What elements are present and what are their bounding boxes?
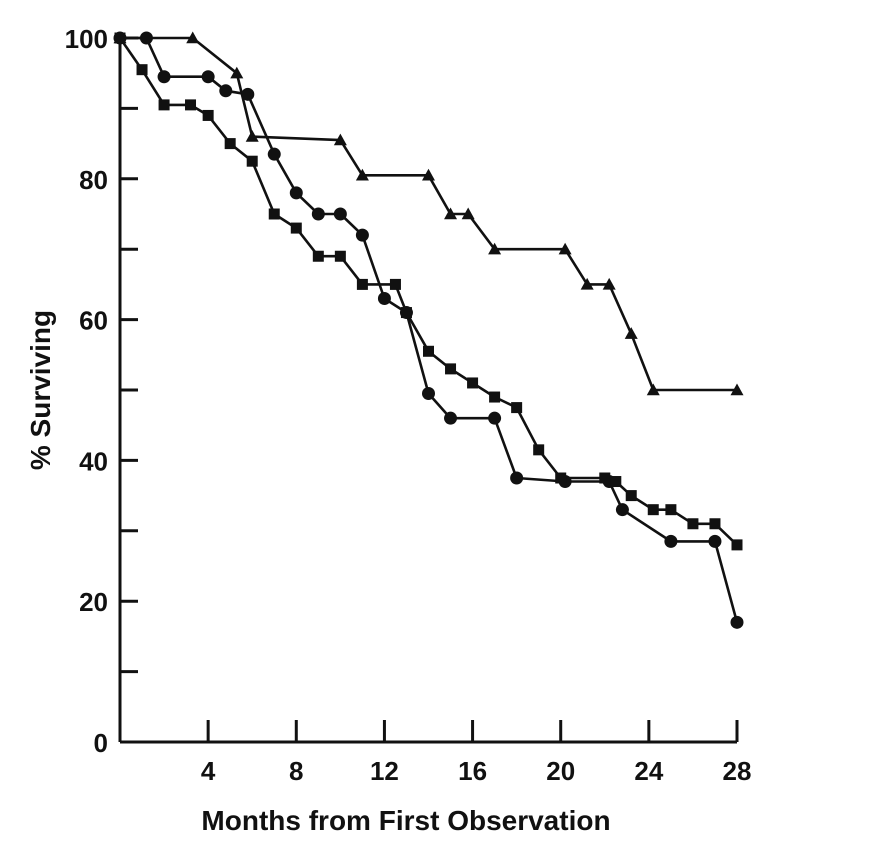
data-point <box>136 64 148 76</box>
data-point <box>186 31 200 44</box>
data-point <box>377 291 391 305</box>
data-point <box>389 278 401 290</box>
y-tick-label: 60 <box>79 306 108 336</box>
series-line <box>120 36 737 392</box>
x-tick-label: 16 <box>458 756 487 786</box>
data-point <box>687 518 699 530</box>
data-point <box>444 207 458 220</box>
data-point <box>202 109 214 121</box>
data-point <box>730 615 744 629</box>
data-point <box>599 472 611 484</box>
data-point <box>355 168 369 181</box>
data-point <box>708 534 722 548</box>
data-point <box>333 207 347 221</box>
x-tick-label: 28 <box>723 756 752 786</box>
data-point <box>602 277 616 290</box>
data-point <box>422 168 435 181</box>
y-tick-label: 80 <box>79 165 108 195</box>
data-point <box>445 363 457 375</box>
data-point <box>488 242 502 255</box>
y-tick-label: 40 <box>79 446 108 476</box>
data-point <box>444 411 458 425</box>
data-point <box>333 133 347 146</box>
data-point <box>647 504 659 516</box>
data-point <box>290 222 302 234</box>
data-point <box>624 327 638 339</box>
data-point <box>139 31 153 45</box>
data-point <box>245 130 259 142</box>
data-point <box>646 383 660 396</box>
data-point <box>467 377 479 389</box>
data-point <box>355 228 369 242</box>
x-tick-label: 20 <box>546 756 575 786</box>
y-axis-title: % Surviving <box>25 310 56 470</box>
data-point <box>664 534 678 548</box>
data-point <box>114 32 126 44</box>
y-tick-label: 0 <box>94 728 108 758</box>
data-point <box>312 250 324 262</box>
data-point <box>615 503 629 517</box>
data-point <box>731 539 743 551</box>
data-point <box>158 99 170 111</box>
data-point <box>201 70 215 84</box>
data-point <box>224 138 236 150</box>
data-point <box>289 186 303 200</box>
data-point <box>185 99 197 111</box>
data-point <box>219 84 233 98</box>
data-point <box>422 387 435 401</box>
data-point <box>461 207 475 220</box>
data-point <box>267 147 281 161</box>
axes: 0 20 40 60 80 100 4 8 12 16 20 24 28 <box>65 24 752 786</box>
data-point <box>580 277 594 290</box>
data-point <box>709 518 721 530</box>
data-point <box>246 155 258 167</box>
y-tick-label: 20 <box>79 587 108 617</box>
data-point <box>555 472 567 484</box>
data-point <box>489 391 501 403</box>
x-tick-label: 12 <box>370 756 399 786</box>
x-tick-label: 24 <box>634 756 663 786</box>
x-tick-label: 4 <box>201 756 216 786</box>
data-point <box>533 444 545 456</box>
data-point <box>356 278 368 290</box>
series-square <box>114 32 743 551</box>
data-point <box>241 87 255 101</box>
data-point <box>510 471 524 485</box>
data-point <box>610 476 622 488</box>
data-point <box>558 242 572 255</box>
x-axis-title: Months from First Observation <box>201 805 610 836</box>
data-point <box>730 383 744 396</box>
data-point <box>665 504 677 516</box>
data-point <box>334 250 346 262</box>
data-point <box>311 207 325 221</box>
y-tick-label: 100 <box>65 24 108 54</box>
data-point <box>625 490 637 502</box>
x-tick-label: 8 <box>289 756 303 786</box>
series-layer <box>113 31 744 629</box>
data-point <box>157 70 171 84</box>
data-point <box>400 307 412 319</box>
data-point <box>488 411 502 425</box>
data-point <box>230 66 244 79</box>
data-point <box>423 345 434 357</box>
data-point <box>268 208 280 220</box>
data-point <box>511 402 523 414</box>
